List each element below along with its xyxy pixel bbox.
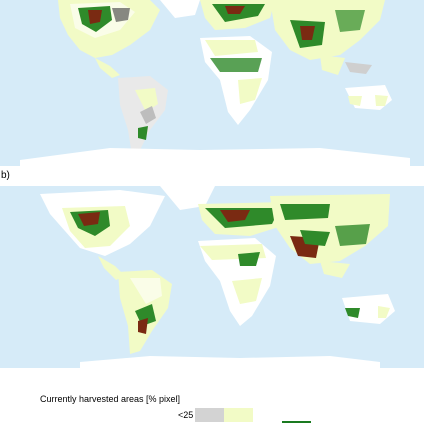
legend-swatch-class-1 xyxy=(195,408,225,422)
legend-first-class-label: <25 xyxy=(178,410,194,420)
legend-swatch-row: <25 xyxy=(178,406,312,424)
legend-swatch-class-2 xyxy=(224,408,254,422)
legend-swatch-class-3 xyxy=(253,408,283,422)
panel-b-label: b) xyxy=(1,170,10,181)
world-map-b xyxy=(40,186,395,368)
map-panel-a xyxy=(0,0,424,166)
legend-swatch-class-4 xyxy=(282,421,312,423)
world-map-a xyxy=(20,0,410,166)
map-panel-b xyxy=(0,186,424,368)
legend-title: Currently harvested areas [% pixel] xyxy=(40,394,181,404)
